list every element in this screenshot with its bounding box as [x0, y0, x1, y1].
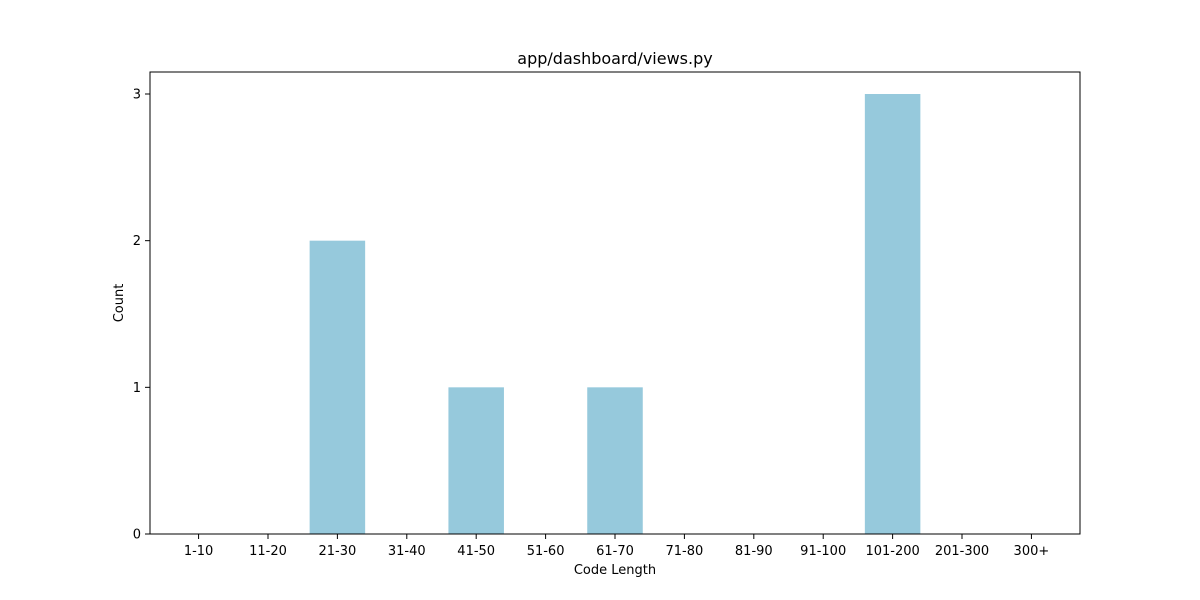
y-tick-label: 2 — [133, 234, 141, 249]
x-tick-label: 71-80 — [666, 544, 704, 559]
y-tick-label: 0 — [133, 528, 141, 543]
x-tick-label: 61-70 — [596, 544, 634, 559]
x-tick-label: 101-200 — [865, 544, 919, 559]
y-tick-label: 3 — [133, 88, 141, 103]
x-tick-label: 31-40 — [388, 544, 426, 559]
x-ticks-group: 1-10 11-20 21-30 31-40 41-50 51-60 61-70 71-80 8… — [184, 534, 1049, 559]
x-tick-label: 91-100 — [800, 544, 846, 559]
y-axis-label: Count — [112, 284, 127, 323]
y-ticks-group: 0 1 2 3 — [133, 88, 150, 543]
bar-41-50 — [448, 387, 504, 534]
x-tick-label: 11-20 — [249, 544, 287, 559]
x-tick-label: 300+ — [1014, 544, 1050, 559]
x-tick-label: 21-30 — [318, 544, 356, 559]
bars-group — [309, 94, 921, 535]
x-tick-label: 51-60 — [527, 544, 565, 559]
bar-101-200 — [864, 94, 921, 534]
x-axis-label: Code Length — [574, 563, 656, 578]
y-tick-label: 1 — [133, 381, 141, 396]
bar-21-30 — [309, 240, 366, 535]
bar-61-70 — [587, 387, 643, 534]
x-tick-label: 201-300 — [935, 544, 989, 559]
x-tick-label: 81-90 — [735, 544, 773, 559]
plot-frame — [149, 71, 1081, 535]
x-tick-label: 1-10 — [184, 544, 214, 559]
chart-title: app/dashboard/views.py — [517, 49, 712, 68]
x-tick-label: 41-50 — [457, 544, 495, 559]
